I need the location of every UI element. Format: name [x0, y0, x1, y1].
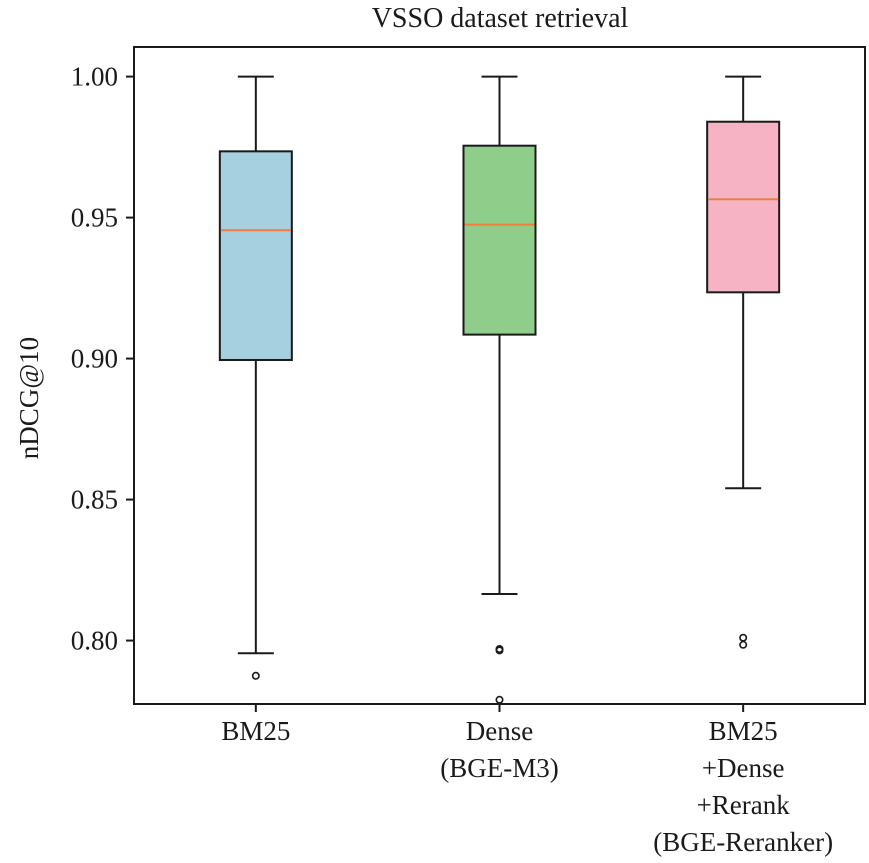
x-tick-label: +Rerank — [697, 790, 791, 820]
x-tick-label: (BGE-M3) — [440, 753, 558, 783]
x-tick-label: BM25 — [709, 716, 778, 746]
y-tick-label: 0.90 — [71, 344, 118, 374]
outlier-point — [495, 695, 504, 704]
x-tick-label: +Dense — [702, 753, 785, 783]
y-tick-label: 1.00 — [71, 62, 118, 92]
x-tick-label: BM25 — [221, 716, 290, 746]
box-group — [706, 75, 781, 649]
x-axis: BM25 Dense (BGE-M3) BM25 +Dense +Rerank (BGE-R… — [221, 704, 833, 857]
chart-title: VSSO dataset retrieval — [372, 3, 629, 34]
iqr-box — [706, 120, 781, 294]
outlier-point — [739, 633, 748, 642]
iqr-box — [462, 144, 537, 336]
y-axis: 0.80 0.85 0.90 0.95 1.00 — [71, 62, 134, 656]
y-axis-label: nDCG@10 — [14, 337, 44, 459]
x-tick-label: (BGE-Reranker) — [653, 827, 833, 857]
outlier-point — [251, 671, 260, 680]
outlier-point — [739, 640, 748, 649]
iqr-box — [218, 150, 293, 361]
x-tick-label: Dense — [466, 716, 533, 746]
y-tick-label: 0.95 — [71, 203, 118, 233]
box-group — [462, 75, 537, 704]
box-series — [218, 75, 781, 704]
outlier-point — [495, 646, 504, 655]
y-tick-label: 0.80 — [71, 626, 118, 656]
y-tick-label: 0.85 — [71, 485, 118, 515]
box-group — [218, 75, 293, 680]
